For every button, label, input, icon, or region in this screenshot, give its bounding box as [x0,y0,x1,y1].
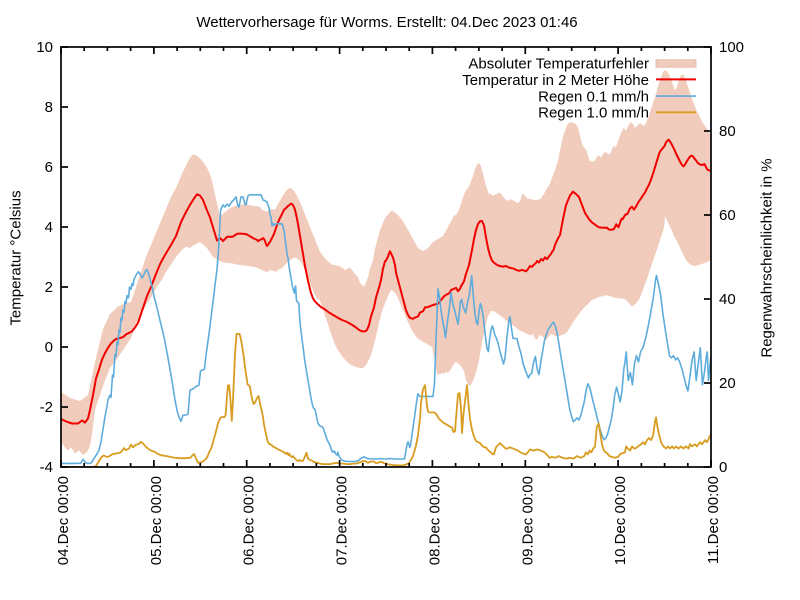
svg-text:80: 80 [719,123,736,140]
svg-text:40: 40 [719,291,736,308]
svg-text:Absoluter Temperaturfehler: Absoluter Temperaturfehler [468,56,649,73]
svg-text:Temperatur in 2 Meter Höhe: Temperatur in 2 Meter Höhe [462,72,649,89]
svg-text:07.Dec 00:00: 07.Dec 00:00 [334,476,351,565]
svg-text:04.Dec 00:00: 04.Dec 00:00 [55,476,72,565]
svg-text:0: 0 [719,459,727,476]
svg-text:8: 8 [45,99,53,116]
svg-text:Regenwahrscheinlichkeit in %: Regenwahrscheinlichkeit in % [759,158,776,357]
svg-text:0: 0 [45,339,53,356]
svg-text:10: 10 [36,39,53,56]
svg-text:09.Dec 00:00: 09.Dec 00:00 [519,476,536,565]
svg-text:4: 4 [45,219,53,236]
svg-text:6: 6 [45,159,53,176]
svg-text:100: 100 [719,39,744,56]
svg-text:08.Dec 00:00: 08.Dec 00:00 [426,476,443,565]
svg-text:11.Dec 00:00: 11.Dec 00:00 [705,476,722,564]
svg-text:2: 2 [45,279,53,296]
svg-text:-4: -4 [40,459,53,476]
svg-text:10.Dec 00:00: 10.Dec 00:00 [612,476,629,565]
svg-text:Regen 1.0 mm/h: Regen 1.0 mm/h [538,105,649,122]
svg-text:-2: -2 [40,399,53,416]
svg-text:05.Dec 00:00: 05.Dec 00:00 [148,476,165,565]
svg-text:Wettervorhersage für Worms. Er: Wettervorhersage für Worms. Erstellt: 04… [196,14,577,31]
svg-text:60: 60 [719,207,736,224]
svg-text:Regen 0.1 mm/h: Regen 0.1 mm/h [538,88,649,105]
svg-text:Temperatur °Celsius: Temperatur °Celsius [8,190,25,325]
svg-text:06.Dec 00:00: 06.Dec 00:00 [241,476,258,565]
svg-text:20: 20 [719,375,736,392]
